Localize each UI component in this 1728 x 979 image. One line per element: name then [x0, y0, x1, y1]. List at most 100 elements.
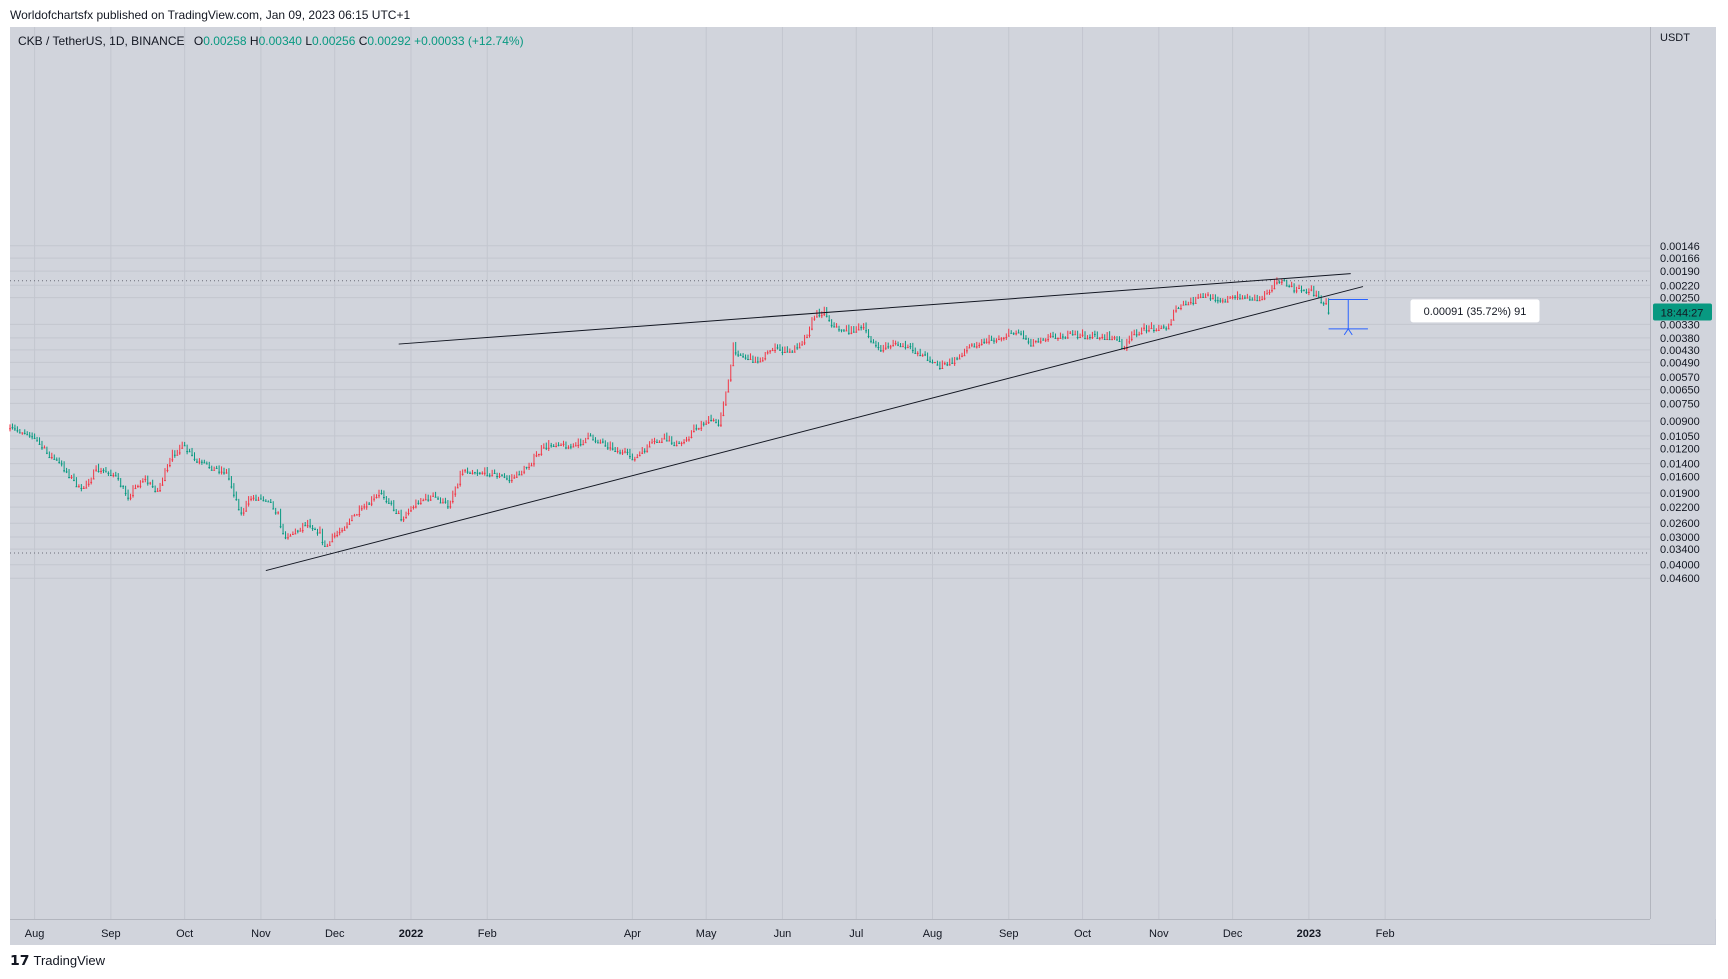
horizontal-lines [10, 280, 1650, 554]
candle-body-up [717, 424, 720, 426]
y-tick-label: 0.03000 [1660, 532, 1700, 544]
candle-body-up [218, 471, 220, 473]
candle-body-down [1113, 337, 1116, 339]
candle-body-up [926, 359, 929, 361]
candle-body-up [626, 451, 629, 453]
measure-tooltip-box [1409, 298, 1541, 324]
candle-body-down [225, 472, 228, 474]
candle-body-down [1150, 328, 1153, 330]
candle-body-up [119, 485, 122, 487]
candle-body-down [798, 347, 801, 349]
x-tick-label: Dec [1223, 928, 1243, 940]
candle-body-down [916, 352, 919, 354]
candle-body-up [476, 472, 479, 474]
candle-body-up [1076, 337, 1079, 339]
candle-body-down [132, 495, 134, 497]
candle-body-down [907, 347, 909, 349]
candle-body-up [589, 435, 592, 437]
candle-body-down [402, 519, 405, 521]
candle-body-down [560, 444, 562, 446]
measure-tooltip-text: 0.00091 (35.72%) 91 [1424, 306, 1527, 318]
measure-arrow-head-icon [1343, 327, 1353, 336]
candle-body-up [830, 325, 833, 327]
candle-body-down [459, 483, 462, 485]
candle-body-up [368, 503, 371, 505]
candle-body-down [520, 474, 523, 476]
candle-body-up [594, 440, 597, 442]
candle-body-down [491, 475, 494, 477]
candle-body-down [1271, 290, 1273, 292]
change-value: +0.00033 (+12.74%) [414, 34, 524, 48]
candle-body-down [1189, 302, 1192, 304]
candle-body-up [73, 479, 75, 481]
candle-body-up [380, 493, 383, 495]
candle-body-down [941, 368, 944, 370]
candles [9, 277, 1330, 547]
candle-body-down [1039, 341, 1042, 343]
candle-body-down [319, 532, 321, 534]
time-axis[interactable] [10, 919, 1650, 945]
candle-body-down [995, 340, 998, 342]
candle-body-up [193, 458, 196, 460]
candle-body-down [365, 506, 368, 508]
candle-body-down [1194, 302, 1197, 304]
trendline-upper[interactable] [265, 286, 1364, 572]
candle-body-up [314, 529, 316, 531]
candle-body-down [1002, 337, 1005, 339]
candle-body-down [966, 350, 968, 352]
candle-body-up [41, 447, 43, 449]
candle-body-up [417, 502, 420, 504]
candle-body-down [134, 488, 137, 490]
candle-body-down [1057, 338, 1059, 340]
candle-body-up [1010, 332, 1013, 334]
candle-body-up [469, 472, 471, 474]
candle-body-down [178, 452, 181, 454]
candle-body-up [23, 432, 26, 434]
y-tick-label: 0.01400 [1660, 459, 1700, 471]
candle-body-down [980, 343, 983, 345]
candle-body-down [707, 422, 710, 424]
tradingview-logo[interactable]: 𝟭𝟳 TradingView [10, 952, 105, 969]
candle-body-down [87, 483, 90, 485]
candle-body-down [749, 359, 752, 361]
candle-body-up [1116, 339, 1118, 341]
candle-body-up [240, 512, 243, 514]
candle-body-down [646, 450, 649, 452]
candle-body-down [685, 439, 688, 441]
tradingview-logo-icon: 𝟭𝟳 [10, 952, 30, 968]
candle-body-down [405, 517, 407, 519]
candle-body-down [533, 463, 535, 465]
candle-body-up [80, 487, 83, 489]
candle-body-down [419, 502, 422, 504]
candle-body-up [309, 525, 312, 527]
candle-body-up [604, 445, 607, 447]
candle-body-down [159, 490, 161, 492]
candle-body-up [1012, 333, 1015, 335]
symbol-legend[interactable]: CKB / TetherUS, 1D, BINANCE O0.00258 H0.… [18, 34, 524, 48]
plot-area[interactable] [10, 27, 1650, 919]
candle-body-up [173, 454, 176, 456]
candle-body-down [1172, 319, 1175, 321]
candle-body-up [31, 436, 34, 438]
candle-body-up [444, 501, 447, 503]
candle-body-down [257, 499, 260, 501]
measure-tool[interactable] [1328, 298, 1368, 336]
candle-body-up [1103, 339, 1106, 341]
candle-body-up [1327, 312, 1330, 314]
candle-body-down [252, 497, 255, 499]
price-axis[interactable] [1650, 27, 1716, 919]
x-tick-label: Sep [101, 928, 121, 940]
candle-body-down [988, 341, 990, 343]
candle-body-up [1219, 300, 1222, 302]
candle-body-up [879, 350, 882, 352]
candle-body-down [289, 535, 292, 537]
candle-body-up [734, 352, 737, 354]
candle-body-down [1066, 337, 1069, 339]
trendline-lower[interactable] [398, 273, 1351, 345]
candle-body-down [456, 487, 459, 489]
candle-body-up [1025, 338, 1027, 340]
candle-body-up [1202, 296, 1204, 298]
candle-body-down [451, 501, 454, 503]
candle-body-down [1241, 298, 1244, 300]
candle-body-down [1125, 347, 1128, 349]
